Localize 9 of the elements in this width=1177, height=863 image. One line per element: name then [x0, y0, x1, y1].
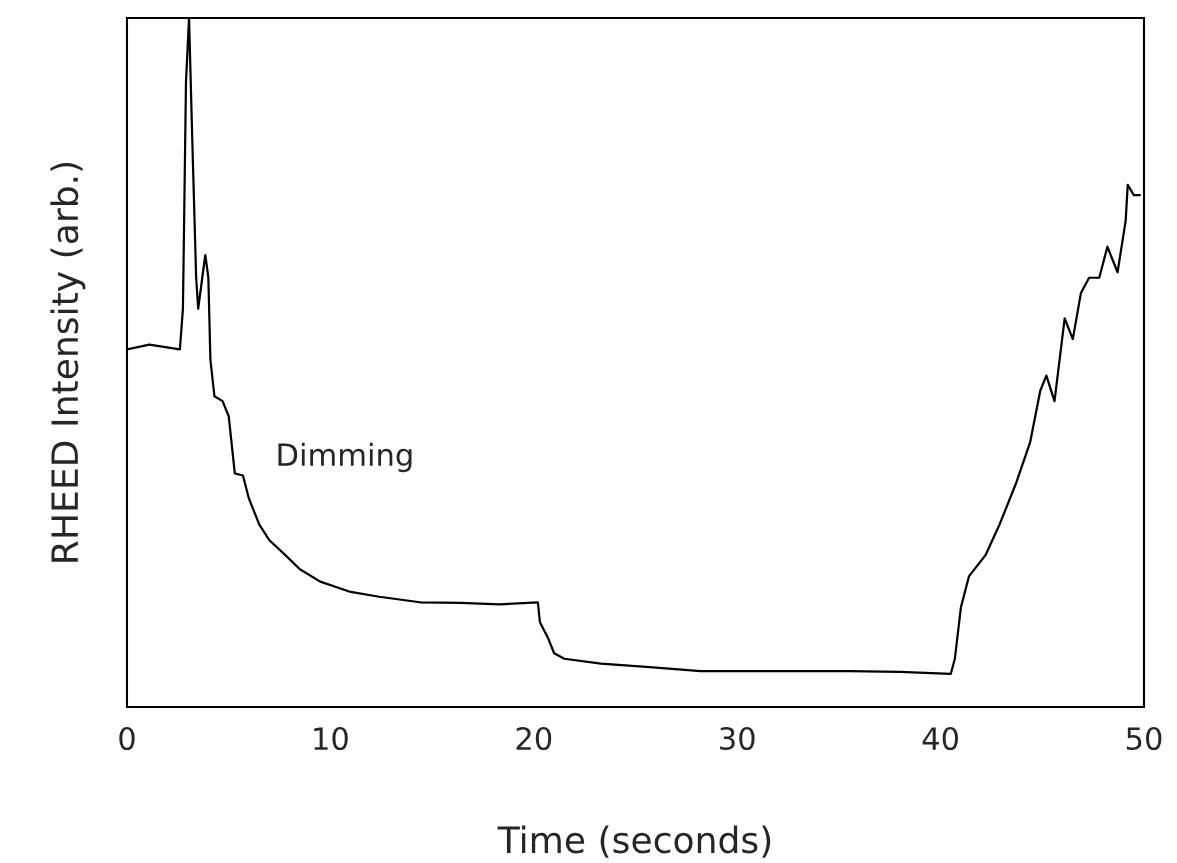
x-tick-label: 20 [516, 726, 552, 751]
x-tick-label: 30 [720, 726, 755, 751]
x-tick-label: 10 [314, 726, 348, 751]
x-tick-label: 40 [922, 726, 959, 751]
x-tick-label: 0 [119, 726, 135, 751]
x-tick-label: 50 [1126, 726, 1162, 751]
x-axis-title: Time (seconds) [497, 825, 771, 858]
y-axis-title: RHEED Intensity (arb.) [50, 162, 86, 562]
annotation: Dimming [278, 442, 412, 473]
